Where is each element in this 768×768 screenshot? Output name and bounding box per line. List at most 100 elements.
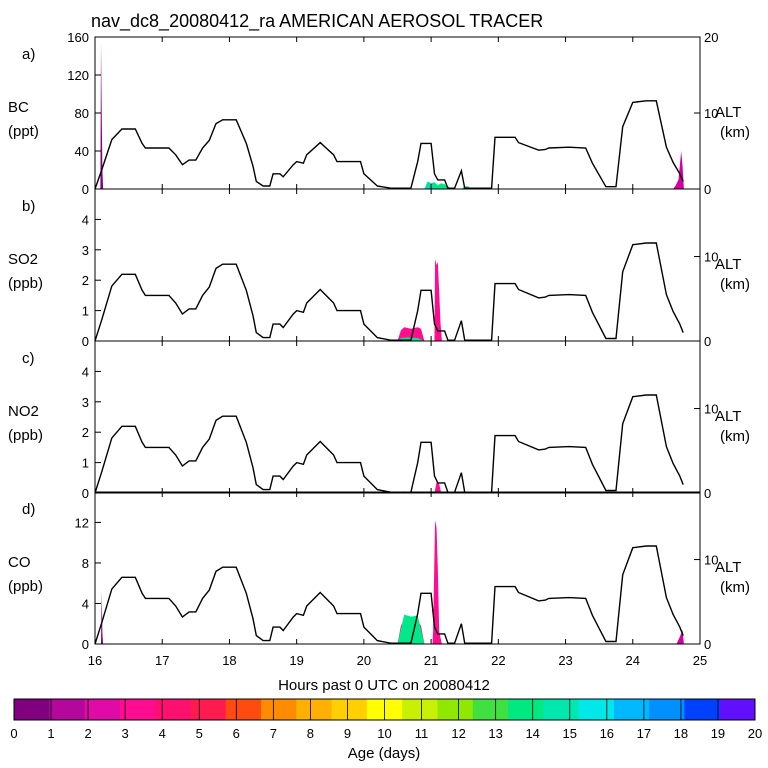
colorbar-tick-label: 13 — [488, 726, 502, 741]
y-tick-label: 4 — [82, 212, 89, 227]
x-tick-label: 23 — [558, 653, 572, 668]
alt-tick-label: 10 — [704, 250, 718, 265]
alt-label: ALT — [715, 559, 741, 576]
alt-tick-label: 10 — [704, 553, 718, 568]
chart-title: nav_dc8_20080412_ra AMERICAN AEROSOL TRA… — [91, 11, 543, 32]
colorbar-tick-label: 9 — [344, 726, 351, 741]
colorbar-tick-label: 4 — [159, 726, 166, 741]
tracer-series-so2 — [434, 258, 442, 341]
x-tick-label: 18 — [222, 653, 236, 668]
x-tick-label: 25 — [693, 653, 707, 668]
y-tick-label: 1 — [82, 304, 89, 319]
colorbar-swatch — [49, 699, 86, 720]
colorbar-swatch — [119, 699, 156, 720]
colorbar-swatch — [508, 699, 544, 720]
colorbar-swatch — [402, 699, 438, 720]
tracer-series-co — [676, 629, 684, 644]
tracer-series-co — [397, 614, 425, 644]
alt-units-label: (km) — [720, 124, 750, 141]
tracer-series-no2 — [434, 482, 442, 493]
alt-label: ALT — [715, 256, 741, 273]
alt-tick-label: 0 — [704, 334, 711, 349]
panel-label: b) — [22, 198, 35, 215]
y-tick-label: 12 — [75, 515, 89, 530]
y-tick-label: 4 — [82, 364, 89, 379]
alt-tick-label: 0 — [704, 637, 711, 652]
y-tick-label: 0 — [82, 486, 89, 501]
colorbar-tick-label: 3 — [122, 726, 129, 741]
panels: 0408012016001020a)BC(ppt)ALT(km)01234010… — [8, 30, 750, 668]
panel-label: d) — [22, 501, 35, 518]
colorbar-swatch — [261, 699, 297, 720]
y-tick-label: 0 — [82, 334, 89, 349]
colorbar-tick-label: 2 — [84, 726, 91, 741]
species-label: CO — [8, 554, 31, 571]
alt-tick-label: 10 — [704, 106, 718, 121]
colorbar-tick-label: 17 — [637, 726, 651, 741]
colorbar-swatch — [472, 699, 509, 720]
colorbar-tick-label: 11 — [415, 726, 429, 741]
colorbar-swatch — [543, 699, 580, 720]
colorbar-tick-label: 18 — [674, 726, 688, 741]
altitude-line — [94, 394, 684, 494]
alt-tick-label: 0 — [704, 486, 711, 501]
colorbar-swatch — [684, 699, 721, 720]
colorbar-swatch — [578, 699, 615, 720]
tracer-series-so2 — [397, 327, 425, 341]
plot-frame — [94, 188, 701, 342]
y-tick-label: 3 — [82, 243, 89, 258]
alt-label: ALT — [715, 408, 741, 425]
altitude-line — [94, 242, 684, 342]
x-tick-label: 21 — [424, 653, 438, 668]
colorbar-swatch — [331, 699, 368, 720]
species-label: SO2 — [8, 251, 38, 268]
y-tick-label: 0 — [82, 182, 89, 197]
panel-so2: 0 1 2 3 4 0 10 b) SO2 (ppb) ALT (km) — [8, 188, 750, 349]
colorbar-label: Age (days) — [348, 745, 421, 762]
species-label: BC — [8, 99, 29, 116]
y-tick-label: 8 — [82, 556, 89, 571]
colorbar-swatch — [84, 699, 121, 720]
x-tick-label: 22 — [491, 653, 505, 668]
colorbar-swatch — [190, 699, 227, 720]
x-tick-label: 16 — [88, 653, 102, 668]
y-tick-label: 4 — [82, 596, 89, 611]
colorbar: 0 1 2 3 4 5 6 7 8 9 10 11 12 13 14 15 16 17 18 19 20 — [10, 698, 762, 741]
colorbar-swatch — [14, 699, 50, 720]
x-tick-label: 17 — [155, 653, 169, 668]
y-tick-label: 1 — [82, 456, 89, 471]
colorbar-swatch — [437, 699, 474, 720]
alt-units-label: (km) — [720, 428, 750, 445]
plot-frame — [94, 36, 701, 190]
colorbar-tick-label: 15 — [563, 726, 577, 741]
alt-tick-label: 20 — [704, 30, 718, 45]
y-tick-label: 120 — [67, 68, 89, 83]
x-tick-label: 20 — [357, 653, 371, 668]
alt-units-label: (km) — [720, 579, 750, 596]
plot-frame — [94, 491, 701, 645]
units-label: (ppt) — [8, 123, 39, 140]
x-tick-label: 24 — [626, 653, 640, 668]
colorbar-tick-label: 6 — [233, 726, 240, 741]
units-label: (ppb) — [8, 427, 43, 444]
y-tick-label: 40 — [75, 144, 89, 159]
colorbar-swatch — [155, 699, 191, 720]
tracer-series-bc — [424, 184, 435, 189]
tracer-series-co — [432, 520, 442, 644]
units-label: (ppb) — [8, 275, 43, 292]
colorbar-tick-label: 19 — [711, 726, 725, 741]
tracer-series-co — [101, 591, 104, 644]
colorbar-swatch — [613, 699, 650, 720]
tracer-series-bc — [673, 151, 684, 189]
alt-tick-label: 0 — [704, 182, 711, 197]
panel-bc: 0 40 80 120 160 0 10 20 a) BC (ppt) ALT (km) — [8, 30, 750, 197]
colorbar-tick-label: 10 — [377, 726, 391, 741]
tracer-series-bc — [100, 41, 104, 189]
y-tick-label: 160 — [67, 30, 89, 45]
units-label: (ppb) — [8, 578, 43, 595]
altitude-line — [94, 100, 684, 190]
colorbar-tick-label: 14 — [525, 726, 539, 741]
colorbar-swatch — [649, 699, 685, 720]
y-tick-label: 80 — [75, 106, 89, 121]
